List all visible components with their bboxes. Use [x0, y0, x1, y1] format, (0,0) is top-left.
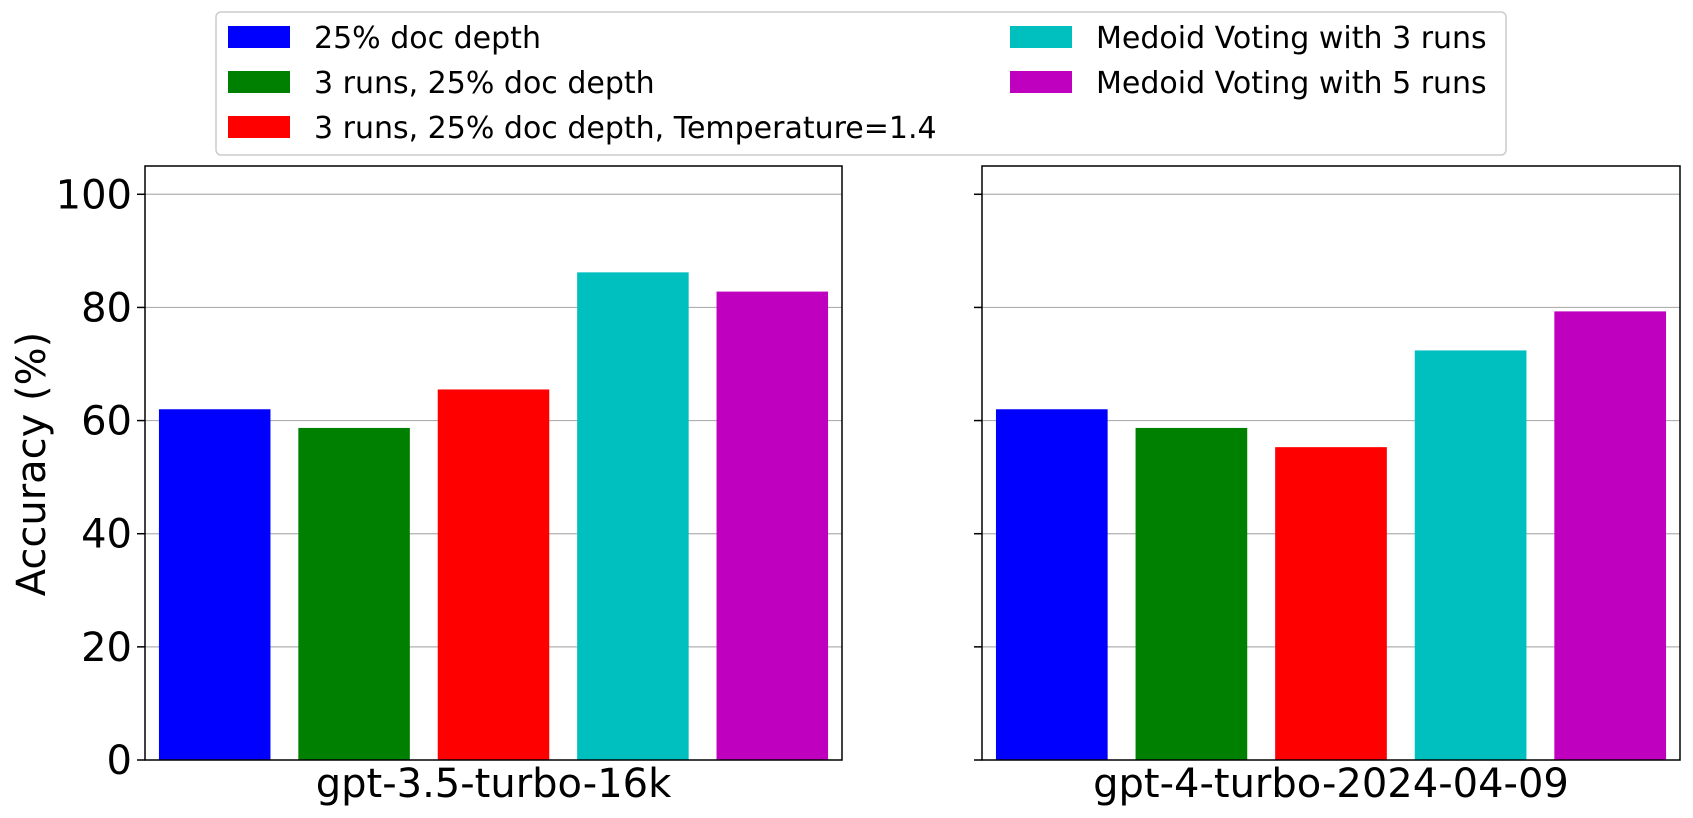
y-tick-label-0: 0 — [107, 738, 132, 784]
bar-2-3 — [1275, 447, 1387, 760]
legend-label-1: 25% doc depth — [314, 21, 541, 56]
bar-1-2 — [298, 427, 410, 760]
panel-frame-2 — [981, 165, 1681, 761]
legend-label-5: Medoid Voting with 5 runs — [1096, 66, 1487, 101]
x-label-1: gpt-3.5-turbo-16k — [316, 761, 672, 807]
y-tick-label-60: 60 — [81, 399, 132, 445]
panel-frame-1 — [144, 165, 843, 761]
bar-2-2 — [1135, 427, 1248, 760]
panel-2: gpt-4-turbo-2024-04-09 — [974, 165, 1681, 807]
legend-frame — [215, 11, 1507, 156]
bar-1-1 — [158, 409, 271, 760]
y-tick-label-20: 20 — [81, 625, 132, 671]
bar-2-4 — [1414, 350, 1527, 760]
bar-1-3 — [437, 389, 550, 760]
bar-2-1 — [995, 409, 1108, 760]
panel-1: 0 20 40 60 80 100 gpt-3.5-turbo-16k — [56, 165, 843, 807]
legend-swatch-1 — [228, 26, 290, 48]
legend-label-4: Medoid Voting with 3 runs — [1096, 21, 1487, 56]
legend-swatch-2 — [228, 71, 290, 93]
y-tick-label-80: 80 — [81, 285, 132, 331]
y-tick-label-100: 100 — [56, 172, 132, 218]
y-axis-label: Accuracy (%) — [9, 332, 55, 597]
bar-1-4 — [577, 272, 689, 760]
legend: 25% doc depth 3 runs, 25% doc depth 3 ru… — [215, 11, 1507, 156]
x-label-2: gpt-4-turbo-2024-04-09 — [1093, 761, 1569, 807]
bar-2-5 — [1554, 311, 1667, 760]
legend-swatch-5 — [1010, 71, 1072, 93]
legend-swatch-3 — [228, 116, 290, 138]
bar-1-5 — [716, 291, 829, 760]
y-tick-label-40: 40 — [81, 512, 132, 558]
legend-swatch-4 — [1010, 26, 1072, 48]
panels: 0 20 40 60 80 100 gpt-3.5-turbo-16k gpt-4-turbo… — [56, 165, 1681, 807]
legend-label-2: 3 runs, 25% doc depth — [314, 66, 655, 101]
legend-label-3: 3 runs, 25% doc depth, Temperature=1.4 — [314, 111, 937, 146]
